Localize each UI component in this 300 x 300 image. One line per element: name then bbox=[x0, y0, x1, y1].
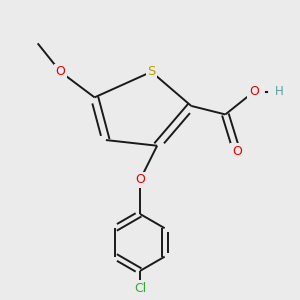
Text: Cl: Cl bbox=[134, 282, 146, 295]
Text: O: O bbox=[56, 65, 65, 78]
Text: H: H bbox=[275, 85, 284, 98]
Text: O: O bbox=[232, 145, 242, 158]
Text: O: O bbox=[249, 85, 259, 98]
Text: S: S bbox=[147, 65, 156, 78]
Text: O: O bbox=[135, 173, 145, 186]
